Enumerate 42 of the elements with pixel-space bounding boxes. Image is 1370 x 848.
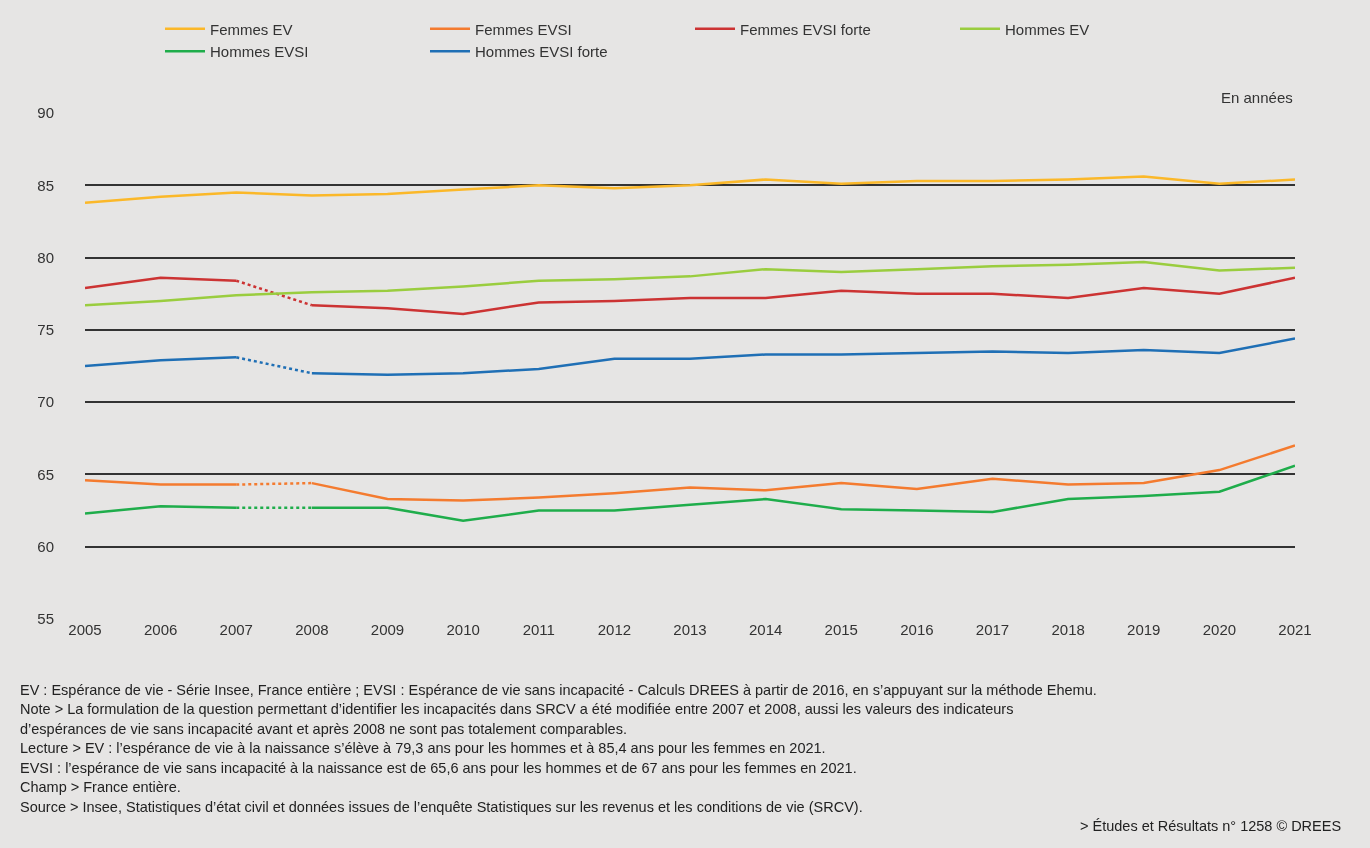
y-tick-label: 55 xyxy=(37,610,54,628)
x-tick-label: 2019 xyxy=(1127,621,1161,638)
line-series xyxy=(85,175,1295,204)
text: Note > La formulation de la question permettant d’identifier les incapacités dans SRCV a été modifiée entre 2007 et 2008, aussi les valeurs des indicateurs xyxy=(20,701,1014,717)
text: Champ > France entière. xyxy=(20,779,181,795)
x-tick-label: 2009 xyxy=(370,621,405,638)
x-tick-label: 2017 xyxy=(975,621,1010,638)
x-tick-label: 2016 xyxy=(900,621,934,638)
y-tick-label: 80 xyxy=(37,248,54,266)
y-axis-title: En années xyxy=(1221,89,1293,106)
text: EVSI : l’espérance de vie sans incapacité à la naissance est de 65,6 ans pour les hommes et de 67 ans pour les femmes en 2021. xyxy=(20,760,857,776)
x-tick-label: 2020 xyxy=(1202,621,1237,638)
y-tick-label: 85 xyxy=(37,176,54,194)
legend-label: Femmes EVSI xyxy=(475,20,572,38)
x-tick-label: 2011 xyxy=(522,621,555,638)
text: EV : Espérance de vie - Série Insee, France entière ; EVSI : Espérance de vie sans incapacité - Calculs DREES à partir de 2016, en s’appuyant sur la méthode Ehemu. xyxy=(20,682,1097,698)
x-tick-label: 2018 xyxy=(1051,621,1085,638)
x-tick-label: 2013 xyxy=(673,621,707,638)
x-tick-label: 2012 xyxy=(597,621,632,638)
x-tick-label: 2021 xyxy=(1278,621,1312,638)
line-series xyxy=(85,260,1295,307)
y-tick-label: 60 xyxy=(37,537,54,555)
y-tick-label: 75 xyxy=(37,321,54,339)
y-tick-label: 70 xyxy=(37,393,54,411)
text: d’espérances de vie sans incapacité avant et après 2008 ne sont pas totalement comparables. xyxy=(20,721,627,737)
x-tick-label: 2014 xyxy=(748,621,783,638)
legend-label: Hommes EVSI forte xyxy=(475,43,608,61)
legend-label: Hommes EVSI xyxy=(210,43,309,61)
y-tick-label: 90 xyxy=(37,104,54,122)
text: Lecture > EV : l’espérance de vie à la naissance s’élève à 79,3 ans pour les hommes et à 85,4 ans pour les femmes en 2021. xyxy=(20,740,826,756)
legend-label: Femmes EVSI forte xyxy=(740,20,871,38)
legend-label: Femmes EV xyxy=(210,20,293,38)
x-tick-label: 2015 xyxy=(824,621,858,638)
y-tick-label: 65 xyxy=(37,465,54,483)
x-tick-label: 2006 xyxy=(143,621,178,638)
text: > Études et Résultats n° 1258 © DREES xyxy=(1080,818,1342,834)
source-note: Source > Insee, Statistiques d’état civil et données issues de l’enquête Statistiques sur les revenus et les conditions de vie (SRCV). xyxy=(20,799,863,815)
legend-label: Hommes EV xyxy=(1005,20,1090,38)
x-tick-label: 2008 xyxy=(295,621,329,638)
x-tick-label: 2005 xyxy=(68,621,102,638)
x-tick-label: 2007 xyxy=(219,621,253,638)
x-tick-label: 2010 xyxy=(446,621,480,638)
